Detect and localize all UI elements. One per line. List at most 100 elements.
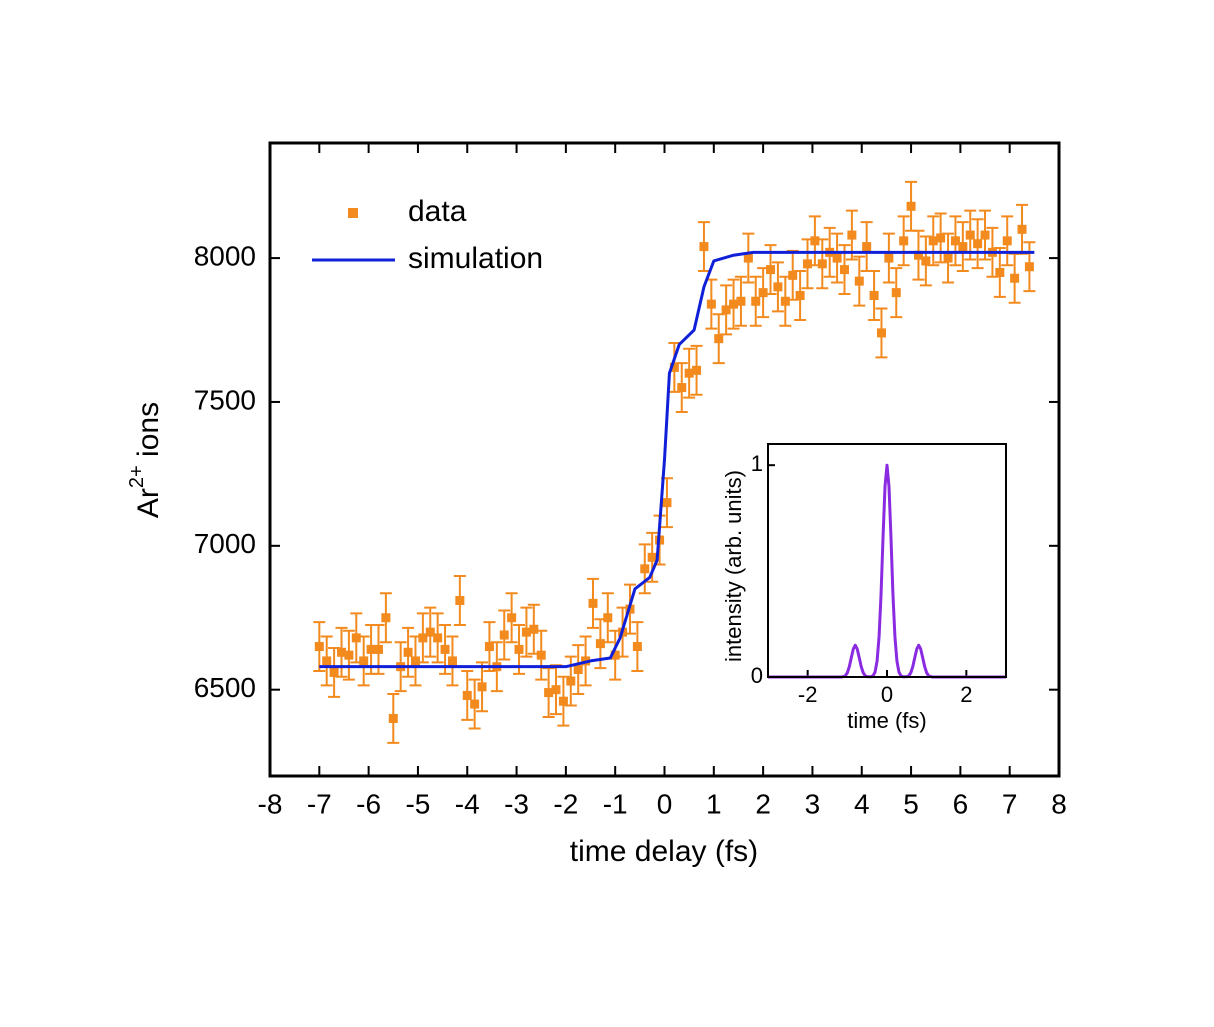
data-point (603, 613, 613, 623)
data-point (692, 365, 702, 375)
data-point (928, 236, 938, 246)
data-point (558, 696, 568, 706)
data-point (499, 630, 509, 640)
inset-frame (767, 443, 1007, 678)
legend-marker (348, 208, 358, 218)
data-point (329, 667, 339, 677)
data-point (714, 334, 724, 344)
x-tick-label: -2 (798, 682, 818, 707)
data-point (314, 642, 324, 652)
x-tick-label: -8 (258, 788, 283, 819)
data-point (721, 305, 731, 315)
data-point (529, 624, 539, 634)
data-point (566, 676, 576, 686)
data-point (839, 265, 849, 275)
data-point (447, 656, 457, 666)
data-point (973, 239, 983, 249)
x-tick-label: 3 (805, 788, 821, 819)
data-point (891, 288, 901, 298)
data-point (337, 647, 347, 657)
x-tick-label: -5 (405, 788, 430, 819)
legend-label: simulation (408, 242, 543, 275)
x-axis-label: time delay (fs) (570, 835, 758, 868)
data-point (913, 250, 923, 260)
data-point (388, 713, 398, 723)
data-point (536, 650, 546, 660)
x-tick-label: -7 (307, 788, 332, 819)
data-point (455, 595, 465, 605)
simulation-line (319, 250, 1035, 669)
data-point (773, 282, 783, 292)
x-tick-label: 0 (657, 788, 673, 819)
data-point (647, 552, 657, 562)
data-point (936, 233, 946, 243)
data-point (862, 242, 872, 252)
data-point (484, 642, 494, 652)
x-tick-label: 2 (755, 788, 771, 819)
data-point (440, 644, 450, 654)
y-axis-label: Ar2+ ions (126, 402, 165, 518)
data-point (344, 650, 354, 660)
data-point (780, 296, 790, 306)
x-tick-label: 7 (1002, 788, 1018, 819)
x-tick-label: -6 (356, 788, 381, 819)
data-point (507, 613, 517, 623)
data-point (921, 256, 931, 266)
data-point (729, 299, 739, 309)
data-point (943, 253, 953, 263)
y-tick-label: 7000 (194, 528, 256, 559)
data-point (677, 383, 687, 393)
data-point (847, 230, 857, 240)
data-point (359, 656, 369, 666)
data-point (876, 328, 886, 338)
y-tick-label: 8000 (194, 240, 256, 271)
data-point (573, 665, 583, 675)
x-tick-label: 8 (1051, 788, 1067, 819)
data-point (1024, 262, 1034, 272)
data-point (640, 564, 650, 574)
data-point (795, 290, 805, 300)
data-point (884, 253, 894, 263)
data-point (958, 242, 968, 252)
data-point (899, 236, 909, 246)
data-point (669, 362, 679, 372)
data-point (462, 690, 472, 700)
data-point (832, 253, 842, 263)
data-point (995, 267, 1005, 277)
x-tick-label: 0 (881, 682, 893, 707)
data-point (595, 639, 605, 649)
data-point (699, 242, 709, 252)
inset-line (768, 463, 1006, 679)
inset-bg (768, 444, 1006, 677)
x-tick-label: -1 (603, 788, 628, 819)
x-tick-label: 6 (953, 788, 969, 819)
inset-x-label: time (fs) (847, 708, 926, 733)
inset-y-label: intensity (arb. units) (721, 470, 746, 662)
data-point (588, 598, 598, 608)
x-tick-label: 5 (903, 788, 919, 819)
x-tick-label: -3 (504, 788, 529, 819)
data-point (544, 688, 554, 698)
y-label-sup: 2+ (126, 465, 148, 488)
data-point (610, 650, 620, 660)
data-point (425, 627, 435, 637)
data-point (766, 265, 776, 275)
data-point (477, 682, 487, 692)
data-point (684, 368, 694, 378)
data-point (1017, 224, 1027, 234)
data-point (433, 633, 443, 643)
data-point (514, 644, 524, 654)
x-tick-label: -4 (455, 788, 480, 819)
data-point (373, 644, 383, 654)
data-point (1010, 273, 1020, 283)
data-point (322, 656, 332, 666)
y-tick-label: 0 (751, 663, 763, 688)
data-point (854, 276, 864, 286)
data-point (551, 685, 561, 695)
data-point (418, 633, 428, 643)
data-point (965, 230, 975, 240)
data-point (1002, 236, 1012, 246)
data-point (736, 296, 746, 306)
x-tick-label: -2 (553, 788, 578, 819)
